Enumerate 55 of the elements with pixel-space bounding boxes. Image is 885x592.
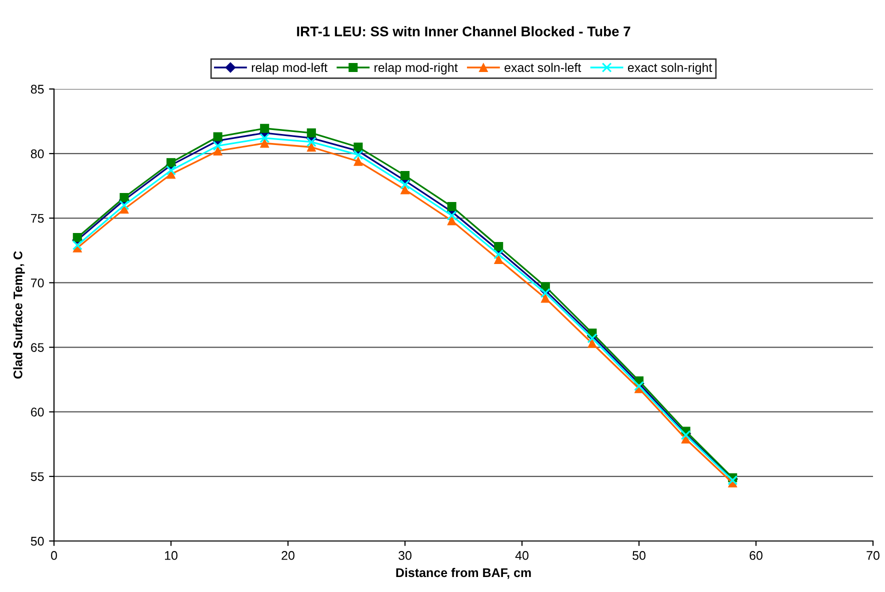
point	[306, 142, 316, 152]
point	[212, 140, 223, 151]
point	[400, 171, 410, 180]
point	[447, 202, 456, 212]
y-tick-label: 55	[30, 472, 44, 482]
point	[447, 216, 456, 226]
point	[306, 128, 316, 138]
y-tick-label: 75	[31, 214, 44, 223]
point	[540, 288, 550, 298]
y-tick-label: 80	[30, 149, 44, 158]
x-tick-label: 50	[632, 551, 646, 560]
point	[166, 165, 176, 176]
point	[166, 158, 176, 168]
point	[354, 156, 363, 166]
point	[120, 192, 129, 202]
point	[400, 180, 410, 190]
point	[540, 294, 550, 303]
point	[634, 381, 644, 392]
y-tick-label: 60	[31, 408, 44, 417]
point	[494, 249, 504, 260]
point	[260, 124, 270, 133]
legend-label: relap mod-left	[252, 62, 328, 74]
legend-label: exact soln-right	[628, 62, 712, 74]
chart-title: IRT-1 LEU: SS witn Inner Channel Blocked - Tube 7	[297, 26, 630, 36]
y-axis-title: Clad Surface Temp, C	[13, 251, 25, 379]
x-tick-label: 20	[282, 551, 294, 560]
legend-label: relap mod-right	[374, 62, 458, 74]
point	[494, 254, 504, 264]
x-tick-label: 70	[866, 551, 880, 560]
point	[494, 242, 504, 252]
y-tick-label: 50	[30, 536, 44, 546]
point	[353, 150, 364, 160]
point	[354, 142, 363, 152]
y-tick-label: 65	[31, 343, 44, 352]
x-tick-label: 10	[165, 551, 178, 560]
point	[260, 133, 270, 144]
point	[587, 333, 598, 344]
point	[588, 338, 597, 348]
x-tick-label: 40	[515, 551, 528, 560]
x-tick-label: 30	[398, 551, 412, 560]
x-axis-title: Distance from BAF, cm	[396, 568, 531, 579]
legend-label: exact soln-left	[504, 62, 582, 72]
point	[213, 146, 222, 156]
point	[119, 200, 130, 210]
point	[260, 138, 270, 148]
point	[72, 240, 82, 250]
point	[446, 210, 457, 221]
point	[213, 132, 222, 142]
x-tick-label: 0	[51, 551, 57, 560]
point	[306, 136, 316, 147]
point	[400, 185, 410, 194]
x-tick-label: 60	[750, 551, 762, 560]
y-tick-label: 70	[31, 278, 44, 288]
point	[72, 232, 82, 242]
y-tick-label: 85	[30, 84, 44, 94]
